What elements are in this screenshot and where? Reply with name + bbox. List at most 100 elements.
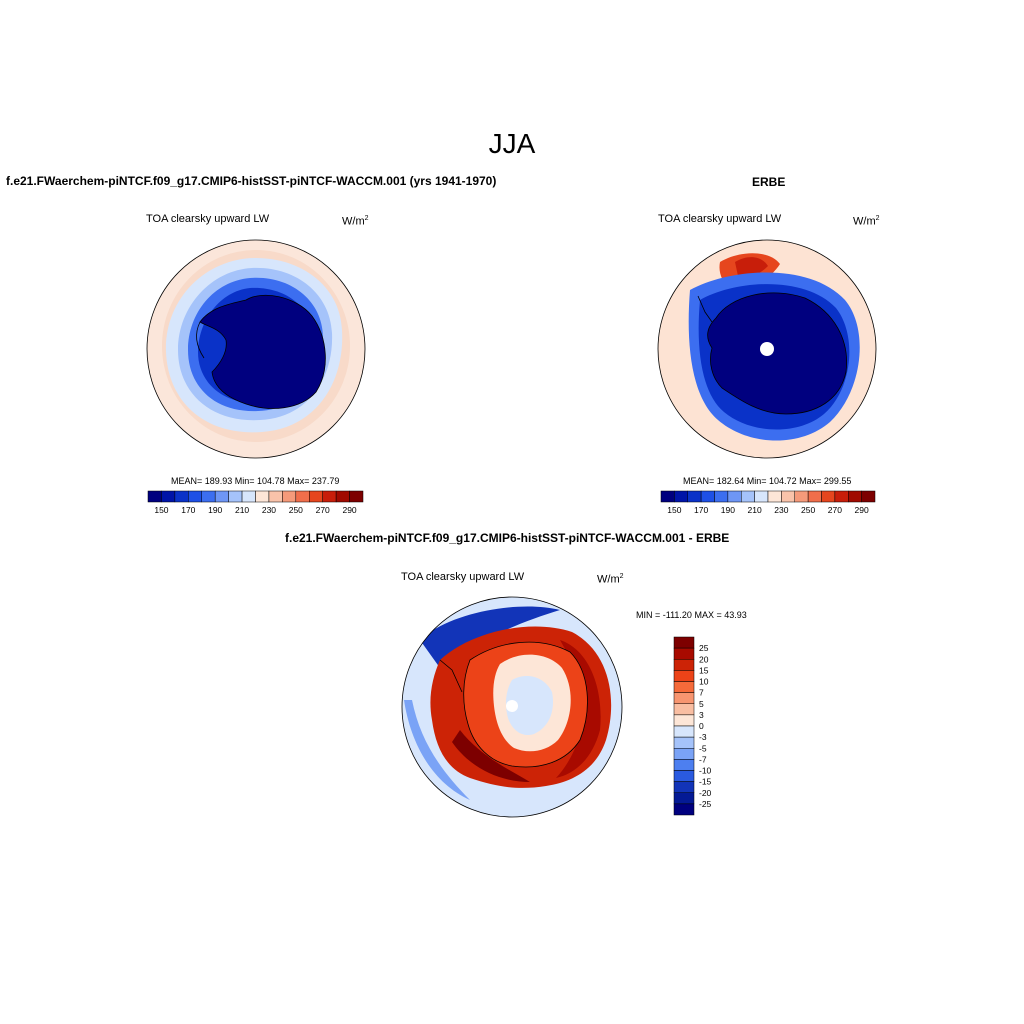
model-colorbar-swatch	[228, 490, 243, 503]
obs-units-label: W/m2	[853, 215, 880, 228]
diff-colorbar-tick-label: 0	[699, 721, 704, 731]
diff-colorbar-swatch	[673, 636, 695, 649]
diff-polar-map	[402, 597, 622, 817]
model-panel-title: f.e21.FWaerchem-piNTCF.f09_g17.CMIP6-his…	[6, 174, 497, 188]
diff-colorbar-swatch	[673, 692, 695, 704]
diff-stats-label: MIN = -111.20 MAX = 43.93	[636, 610, 747, 620]
obs-colorbar-swatch	[848, 490, 862, 503]
obs-colorbar-swatch	[674, 490, 688, 503]
obs-polar-map	[658, 240, 876, 458]
model-colorbar-tick-label: 150	[154, 505, 168, 515]
obs-colorbar-tick-label: 170	[694, 505, 708, 515]
diff-colorbar-swatch	[673, 714, 695, 727]
diff-colorbar-swatch	[673, 681, 695, 693]
obs-colorbar-swatch	[727, 490, 742, 503]
model-stats-label: MEAN= 189.93 Min= 104.78 Max= 237.79	[171, 476, 340, 486]
obs-colorbar-swatch	[700, 490, 715, 503]
diff-colorbar-tick-label: 10	[699, 677, 709, 687]
diff-colorbar-swatch	[673, 792, 695, 805]
diff-colorbar-swatch	[673, 725, 695, 738]
obs-colorbar-swatch	[861, 490, 876, 503]
model-colorbar-tick-label: 210	[235, 505, 249, 515]
diff-colorbar-tick-label: -7	[699, 754, 707, 764]
obs-colorbar-swatch	[781, 490, 795, 503]
diff-colorbar-tick-label: 20	[699, 654, 709, 664]
obs-colorbar-tick-label: 270	[828, 505, 842, 515]
model-colorbar-tick-label: 270	[316, 505, 330, 515]
model-colorbar-swatch	[241, 490, 256, 503]
model-colorbar-swatch	[349, 490, 364, 503]
obs-colorbar-tick-label: 290	[855, 505, 869, 515]
model-colorbar-swatch	[295, 490, 310, 503]
obs-colorbar-tick-label: 250	[801, 505, 815, 515]
obs-colorbar: 150 170 190 210 230 250 270 290	[660, 490, 876, 515]
model-colorbar-swatch	[174, 490, 189, 503]
model-colorbar: 150 170 190 210 230 250 270 290	[147, 490, 364, 515]
model-colorbar-swatch	[255, 490, 270, 503]
obs-colorbar-swatch	[741, 490, 755, 503]
diff-colorbar-swatch	[673, 647, 695, 660]
model-colorbar-tick-label: 230	[262, 505, 276, 515]
model-colorbar-swatch	[268, 490, 283, 503]
main-title: JJA	[488, 128, 536, 159]
obs-colorbar-swatch	[834, 490, 849, 503]
obs-colorbar-swatch	[794, 490, 809, 503]
obs-panel-title: ERBE	[752, 175, 786, 189]
model-colorbar-tick-label: 290	[342, 505, 356, 515]
diff-colorbar-tick-label: -20	[699, 788, 712, 798]
diff-colorbar-swatch	[673, 748, 695, 760]
diff-colorbar-swatch	[673, 659, 695, 671]
obs-colorbar-tick-label: 210	[748, 505, 762, 515]
obs-colorbar-swatch	[687, 490, 702, 503]
obs-colorbar-swatch	[754, 490, 769, 503]
model-colorbar-tick-label: 190	[208, 505, 222, 515]
obs-colorbar-tick-label: 190	[721, 505, 735, 515]
model-colorbar-swatch	[309, 490, 323, 503]
diff-colorbar-tick-label: -15	[699, 777, 712, 787]
obs-variable-label: TOA clearsky upward LW	[658, 213, 782, 225]
model-colorbar-tick-label: 170	[181, 505, 195, 515]
obs-colorbar-swatch	[714, 490, 729, 503]
obs-colorbar-tick-label: 230	[774, 505, 788, 515]
model-colorbar-swatch	[322, 490, 337, 503]
diff-colorbar-swatch	[673, 670, 695, 682]
diff-colorbar-tick-label: 5	[699, 699, 704, 709]
obs-colorbar-tick-label: 150	[667, 505, 681, 515]
model-colorbar-swatch	[335, 490, 350, 503]
obs-colorbar-swatch	[767, 490, 782, 503]
diff-colorbar-tick-label: -5	[699, 743, 707, 753]
model-polar-map	[147, 240, 365, 458]
obs-colorbar-swatch	[807, 490, 822, 503]
model-units-label: W/m2	[342, 215, 369, 228]
diff-colorbar-tick-label: -10	[699, 766, 712, 776]
diff-colorbar-swatch	[673, 781, 695, 793]
diff-colorbar-tick-label: 3	[699, 710, 704, 720]
obs-map-boundary	[657, 239, 877, 459]
obs-stats-label: MEAN= 182.64 Min= 104.72 Max= 299.55	[683, 476, 852, 486]
model-variable-label: TOA clearsky upward LW	[146, 213, 270, 225]
diff-colorbar-tick-label: -25	[699, 799, 712, 809]
model-map-boundary	[146, 239, 366, 459]
model-colorbar-swatch	[161, 490, 176, 503]
diff-map-boundary	[401, 596, 623, 818]
diff-colorbar-swatch	[673, 803, 695, 816]
model-colorbar-swatch	[147, 490, 162, 503]
diff-panel-title: f.e21.FWaerchem-piNTCF.f09_g17.CMIP6-his…	[285, 531, 730, 545]
diff-colorbar-swatch	[673, 703, 695, 716]
model-colorbar-swatch	[282, 490, 297, 503]
diff-colorbar-swatch	[673, 770, 695, 782]
diff-colorbar-tick-label: 15	[699, 665, 709, 675]
diff-colorbar-swatch	[673, 759, 695, 771]
model-colorbar-swatch	[214, 490, 229, 503]
diff-colorbar-tick-label: 7	[699, 688, 704, 698]
obs-colorbar-swatch	[660, 490, 675, 503]
diff-colorbar-swatch	[673, 736, 695, 749]
diff-variable-label: TOA clearsky upward LW	[401, 571, 525, 583]
diff-colorbar-tick-label: 25	[699, 643, 709, 653]
model-colorbar-tick-label: 250	[289, 505, 303, 515]
model-colorbar-swatch	[188, 490, 202, 503]
diff-colorbar-tick-label: -3	[699, 732, 707, 742]
model-colorbar-swatch	[201, 490, 216, 503]
